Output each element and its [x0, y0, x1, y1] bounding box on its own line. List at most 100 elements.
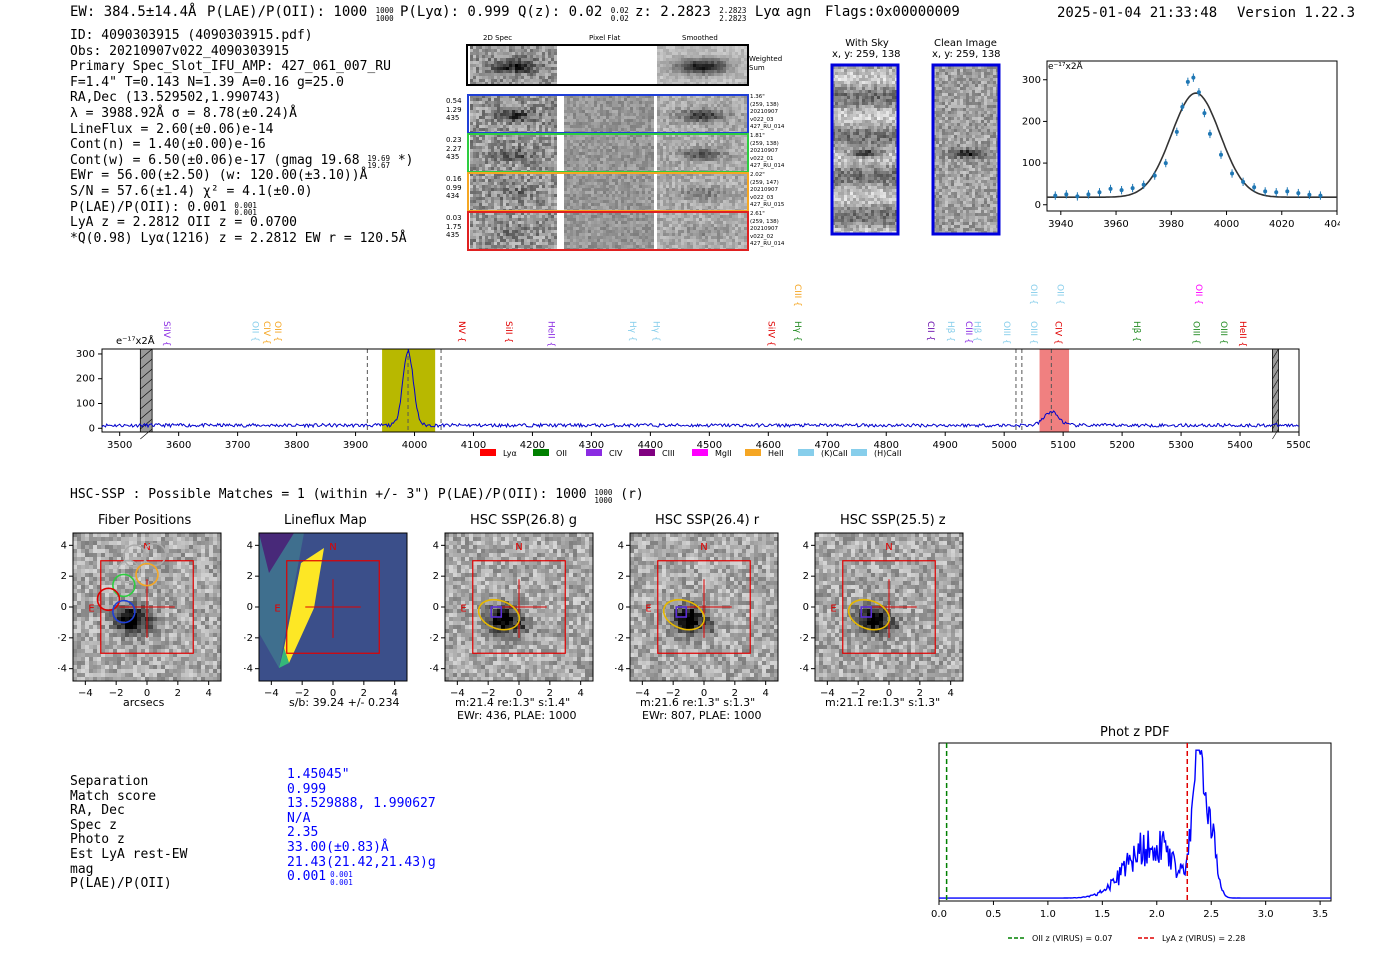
noise-pixel: [603, 122, 606, 125]
noise-pixel: [720, 107, 723, 110]
noise-pixel: [539, 98, 542, 101]
noise-pixel: [639, 104, 642, 107]
noise-pixel: [570, 236, 573, 239]
noise-pixel: [729, 146, 732, 149]
noise-pixel: [738, 95, 741, 98]
noise-pixel: [669, 146, 672, 149]
noise-pixel: [642, 104, 645, 107]
noise-pixel: [524, 107, 527, 110]
noise-pixel: [597, 197, 600, 200]
noise-pixel: [615, 167, 618, 170]
noise-pixel: [527, 227, 530, 230]
noise-pixel: [699, 82, 702, 85]
noise-pixel: [705, 176, 708, 179]
noise-pixel: [497, 113, 500, 116]
noise-pixel: [675, 125, 678, 128]
noise-pixel: [687, 49, 690, 52]
noise-pixel: [500, 224, 503, 227]
noise-pixel: [744, 176, 747, 179]
noise-pixel: [518, 149, 521, 152]
noise-pixel: [521, 76, 524, 79]
noise-pixel: [672, 107, 675, 110]
noise-pixel: [594, 164, 597, 167]
noise-pixel: [678, 203, 681, 206]
noise-pixel: [485, 194, 488, 197]
noise-pixel: [588, 122, 591, 125]
noise-pixel: [702, 155, 705, 158]
noise-pixel: [476, 128, 479, 131]
noise-pixel: [509, 98, 512, 101]
noise-pixel: [482, 76, 485, 79]
noise-pixel: [606, 152, 609, 155]
noise-pixel: [621, 158, 624, 161]
noise-pixel: [732, 149, 735, 152]
noise-pixel: [708, 122, 711, 125]
noise-pixel: [536, 155, 539, 158]
noise-pixel: [533, 119, 536, 122]
noise-pixel: [509, 107, 512, 110]
noise-pixel: [567, 149, 570, 152]
noise-pixel: [615, 197, 618, 200]
noise-pixel: [521, 242, 524, 245]
noise-pixel: [702, 46, 705, 49]
noise-pixel: [564, 212, 567, 215]
noise-pixel: [506, 242, 509, 245]
noise-pixel: [606, 179, 609, 182]
noise-pixel: [714, 137, 717, 140]
noise-pixel: [624, 206, 627, 209]
noise-pixel: [597, 158, 600, 161]
noise-pixel: [708, 167, 711, 170]
noise-pixel: [509, 119, 512, 122]
noise-pixel: [633, 233, 636, 236]
noise-pixel: [500, 70, 503, 73]
noise-pixel: [476, 79, 479, 82]
noise-pixel: [497, 179, 500, 182]
noise-pixel: [732, 122, 735, 125]
noise-pixel: [678, 200, 681, 203]
noise-pixel: [533, 128, 536, 131]
noise-pixel: [645, 143, 648, 146]
noise-pixel: [573, 191, 576, 194]
noise-pixel: [624, 197, 627, 200]
noise-pixel: [542, 79, 545, 82]
noise-pixel: [494, 95, 497, 98]
noise-pixel: [564, 125, 567, 128]
noise-pixel: [618, 161, 621, 164]
noise-pixel: [687, 176, 690, 179]
noise-pixel: [741, 182, 744, 185]
noise-pixel: [636, 200, 639, 203]
noise-pixel: [732, 194, 735, 197]
noise-pixel: [554, 140, 557, 143]
noise-pixel: [624, 224, 627, 227]
noise-pixel: [684, 125, 687, 128]
noise-pixel: [539, 173, 542, 176]
noise-pixel: [512, 236, 515, 239]
noise-pixel: [500, 107, 503, 110]
noise-pixel: [564, 158, 567, 161]
info-lineflux: LineFlux = 2.60(±0.06)e-14: [70, 121, 274, 137]
noise-pixel: [479, 185, 482, 188]
noise-pixel: [621, 98, 624, 101]
cutout-header-2dspec: 2D Spec: [483, 34, 513, 42]
noise-pixel: [533, 167, 536, 170]
noise-pixel: [594, 146, 597, 149]
noise-pixel: [738, 152, 741, 155]
noise-pixel: [536, 125, 539, 128]
noise-pixel: [606, 134, 609, 137]
noise-pixel: [479, 98, 482, 101]
noise-pixel: [609, 152, 612, 155]
cutout-weighted-frame: [466, 44, 749, 86]
noise-pixel: [705, 95, 708, 98]
noise-pixel: [741, 164, 744, 167]
noise-pixel: [476, 236, 479, 239]
noise-pixel: [588, 128, 591, 131]
noise-pixel: [591, 161, 594, 164]
noise-pixel: [576, 218, 579, 221]
noise-pixel: [515, 176, 518, 179]
noise-pixel: [476, 188, 479, 191]
noise-pixel: [726, 116, 729, 119]
noise-pixel: [699, 185, 702, 188]
noise-pixel: [690, 76, 693, 79]
noise-pixel: [732, 82, 735, 85]
noise-pixel: [545, 221, 548, 224]
